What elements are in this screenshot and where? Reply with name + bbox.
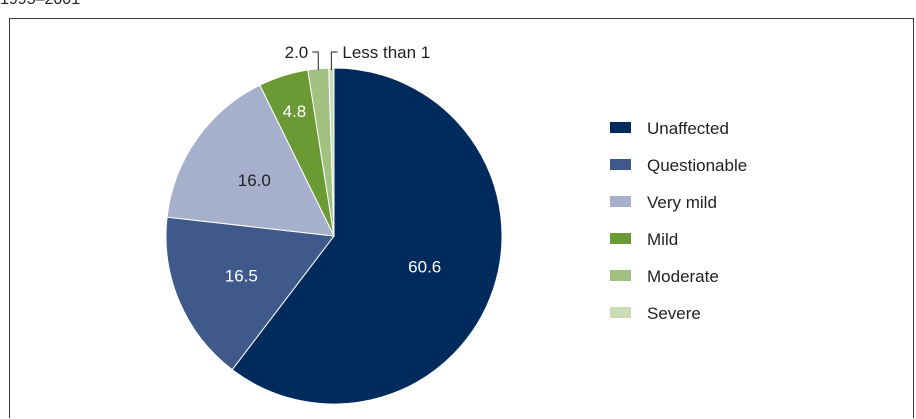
legend-label-mild: Mild — [647, 230, 678, 249]
legend-swatch-unaffected — [610, 122, 631, 133]
pie-slice-unaffected — [231, 67, 503, 405]
data-label-questionable: 16.5 — [225, 267, 258, 286]
legend-label-questionable: Questionable — [647, 156, 747, 175]
legend-swatch-moderate — [610, 270, 631, 281]
legend-swatch-very-mild — [610, 196, 631, 207]
data-label-severe: Less than 1 — [342, 43, 430, 62]
leader-line-severe — [330, 51, 338, 70]
legend-label-severe: Severe — [647, 304, 701, 323]
chart-caption: 1995–2001 — [0, 0, 80, 9]
chart-frame — [9, 18, 914, 418]
data-label-moderate: 2.0 — [285, 43, 309, 62]
legend-swatch-mild — [610, 233, 631, 244]
data-label-unaffected: 60.6 — [408, 258, 441, 277]
data-label-very-mild: 16.0 — [238, 171, 271, 190]
legend-label-unaffected: Unaffected — [647, 119, 729, 138]
legend-label-very-mild: Very mild — [647, 193, 717, 212]
legend-swatch-questionable — [610, 159, 631, 170]
leader-line-moderate — [312, 51, 319, 70]
pie-slice-very-mild — [166, 84, 335, 237]
data-label-mild: 4.8 — [283, 102, 307, 121]
pie-slice-questionable — [165, 216, 335, 371]
legend-label-moderate: Moderate — [647, 267, 719, 286]
legend-swatch-severe — [610, 307, 631, 318]
